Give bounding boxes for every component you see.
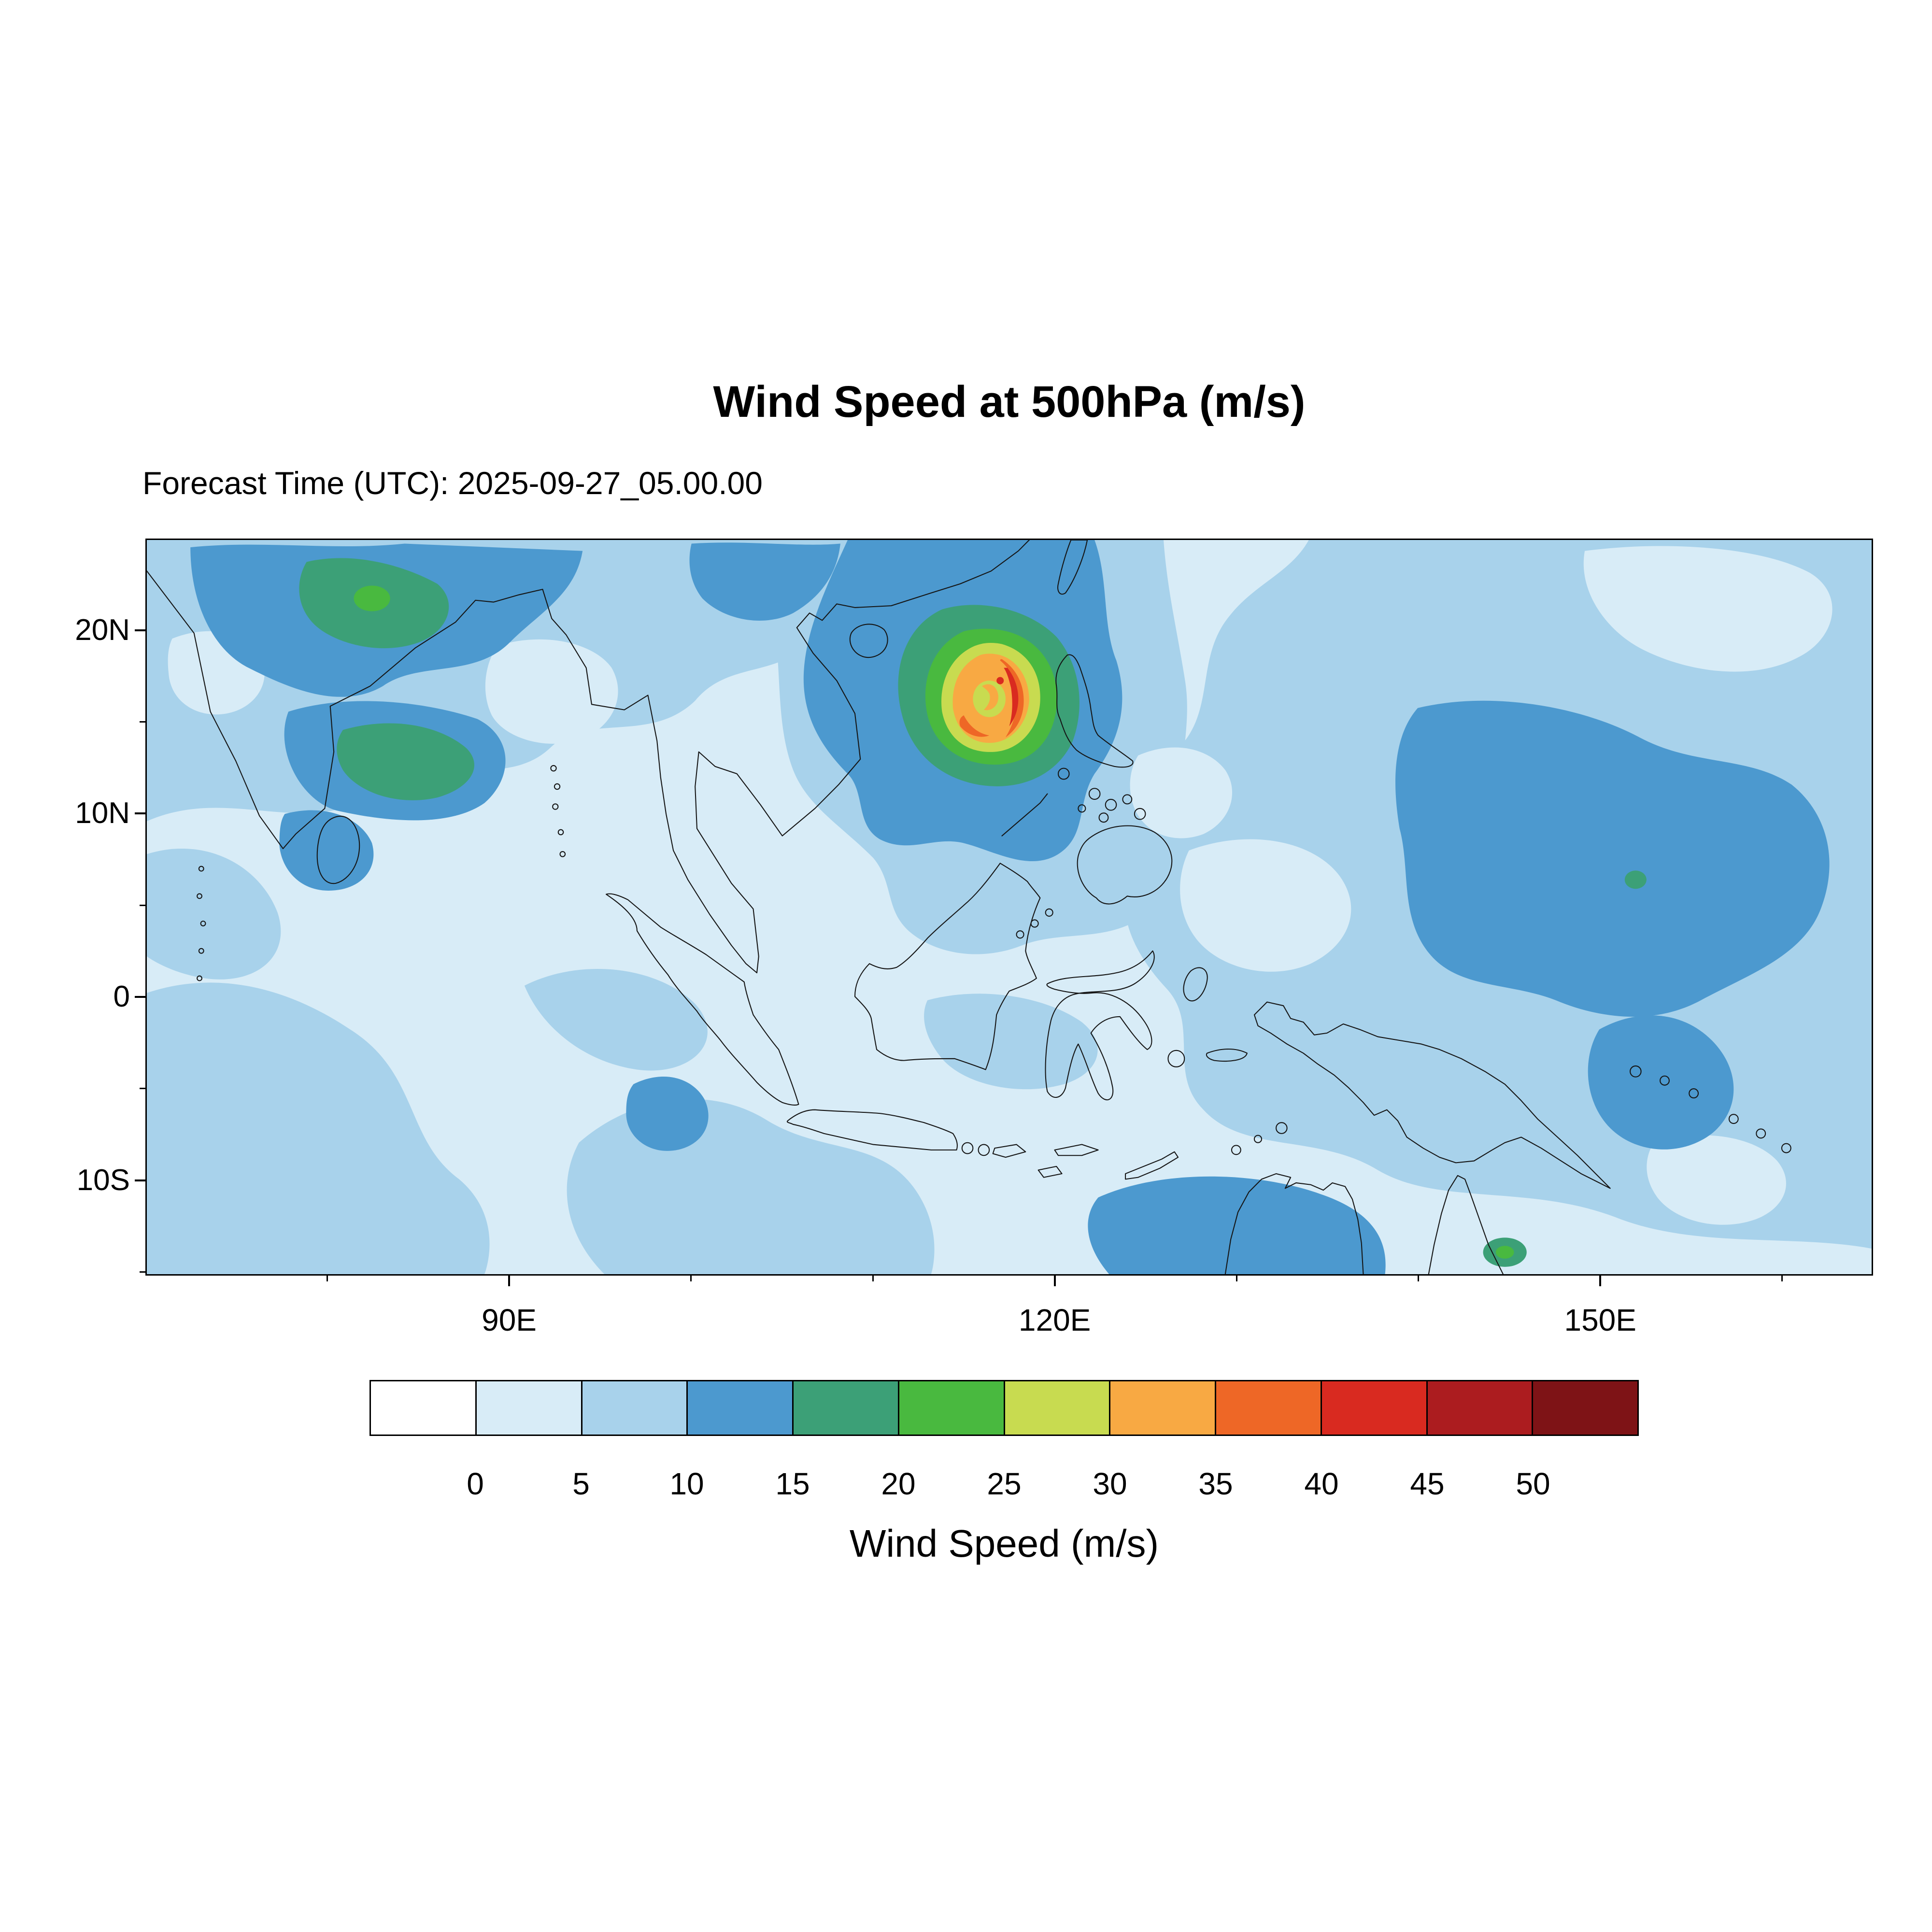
lon-minor-tick-mark: [690, 1276, 692, 1281]
lat-tick-mark: [135, 1179, 145, 1181]
colorbar-cell: [475, 1380, 582, 1436]
wind-field-0-5-patches: [168, 546, 1833, 1225]
colorbar-title: Wind Speed (m/s): [849, 1522, 1159, 1565]
colorbar-tick-label: 15: [775, 1466, 810, 1501]
lat-tick-mark: [135, 629, 145, 631]
lat-tick-label: 10N: [75, 796, 130, 830]
coastline-cape-york: [1428, 1175, 1504, 1274]
lon-tick-label: 150E: [1564, 1303, 1636, 1337]
colorbar-cell: [1320, 1380, 1428, 1436]
lat-minor-tick-mark: [140, 1271, 145, 1273]
colorbar-tick-label: 30: [1093, 1466, 1127, 1501]
coastline-hainan: [849, 624, 888, 658]
colorbar-cell: [1532, 1380, 1639, 1436]
coastline-palawan: [1001, 793, 1048, 837]
colorbar-cell: [1109, 1380, 1216, 1436]
coastline-new-guinea: [1253, 1001, 1611, 1189]
colorbar-tick-label: 40: [1304, 1466, 1339, 1501]
colorbar-tick-label: 20: [881, 1466, 916, 1501]
lon-tick-label: 90E: [482, 1303, 537, 1337]
lon-minor-tick-mark: [872, 1276, 874, 1281]
colorbar-tick-label: 5: [572, 1466, 590, 1501]
colorbar-tick-label: 10: [669, 1466, 704, 1501]
coastline-sri-lanka: [316, 815, 360, 884]
colorbar-cell: [686, 1380, 794, 1436]
lat-tick-label: 0: [113, 980, 130, 1013]
colorbar-cell: [1426, 1380, 1534, 1436]
lat-minor-tick-mark: [140, 1088, 145, 1090]
lat-tick-label: 20N: [75, 613, 130, 647]
coastline-mindanao: [1077, 825, 1173, 905]
lon-tick-mark: [1599, 1276, 1602, 1286]
coastline-borneo: [854, 863, 1041, 1070]
coastline-luzon: [1055, 654, 1134, 768]
colorbar-tick-label: 0: [467, 1466, 484, 1501]
lat-minor-tick-mark: [140, 904, 145, 906]
coastline-sulawesi: [1045, 950, 1155, 1101]
colorbar-cell: [792, 1380, 899, 1436]
lon-tick-mark: [508, 1276, 511, 1286]
lon-minor-tick-mark: [327, 1276, 328, 1281]
lon-minor-tick-mark: [1236, 1276, 1237, 1281]
colorbar-cell: [1215, 1380, 1322, 1436]
colorbar-cell: [581, 1380, 688, 1436]
forecast-time-subtitle: Forecast Time (UTC): 2025-09-27_05.00.00: [142, 465, 763, 501]
colorbar-tick-label: 50: [1516, 1466, 1550, 1501]
coastline-asia-mainland: [147, 540, 1030, 974]
colorbar-cell: [1003, 1380, 1111, 1436]
coastline-taiwan: [1057, 540, 1088, 595]
wind-field-10-15: [190, 540, 1830, 1274]
colorbar-cell: [897, 1380, 1005, 1436]
coastline-australia-top-end: [1224, 1173, 1364, 1274]
coastlines: [147, 540, 1791, 1274]
coastline-java: [786, 1109, 958, 1151]
wind-field-map: [147, 540, 1872, 1274]
lon-tick-label: 120E: [1018, 1303, 1091, 1337]
colorbar-tick-label: 35: [1198, 1466, 1233, 1501]
lon-minor-tick-mark: [1781, 1276, 1783, 1281]
lat-tick-label: 10S: [76, 1163, 130, 1197]
lon-tick-mark: [1053, 1276, 1056, 1286]
colorbar-cell: [369, 1380, 477, 1436]
colorbar-tick-label: 25: [987, 1466, 1022, 1501]
coastline-sumatra: [605, 893, 799, 1106]
colorbar-tick-labels: 0 5 10 15 20 25 30 35 40 45 50: [369, 1466, 1639, 1505]
typhoon-core: [941, 643, 1040, 752]
plot-title: Wind Speed at 500hPa (m/s): [713, 377, 1306, 426]
lat-tick-mark: [135, 996, 145, 998]
map-plot-area: [145, 539, 1873, 1276]
colorbar: [369, 1380, 1639, 1436]
coastline-seram: [1206, 1048, 1248, 1062]
lat-minor-tick-mark: [140, 721, 145, 723]
colorbar-tick-label: 45: [1410, 1466, 1445, 1501]
coastline-halmahera: [1183, 967, 1208, 1002]
lat-tick-mark: [135, 812, 145, 815]
lon-minor-tick-mark: [1418, 1276, 1420, 1281]
coastline-timor: [1125, 1151, 1179, 1180]
